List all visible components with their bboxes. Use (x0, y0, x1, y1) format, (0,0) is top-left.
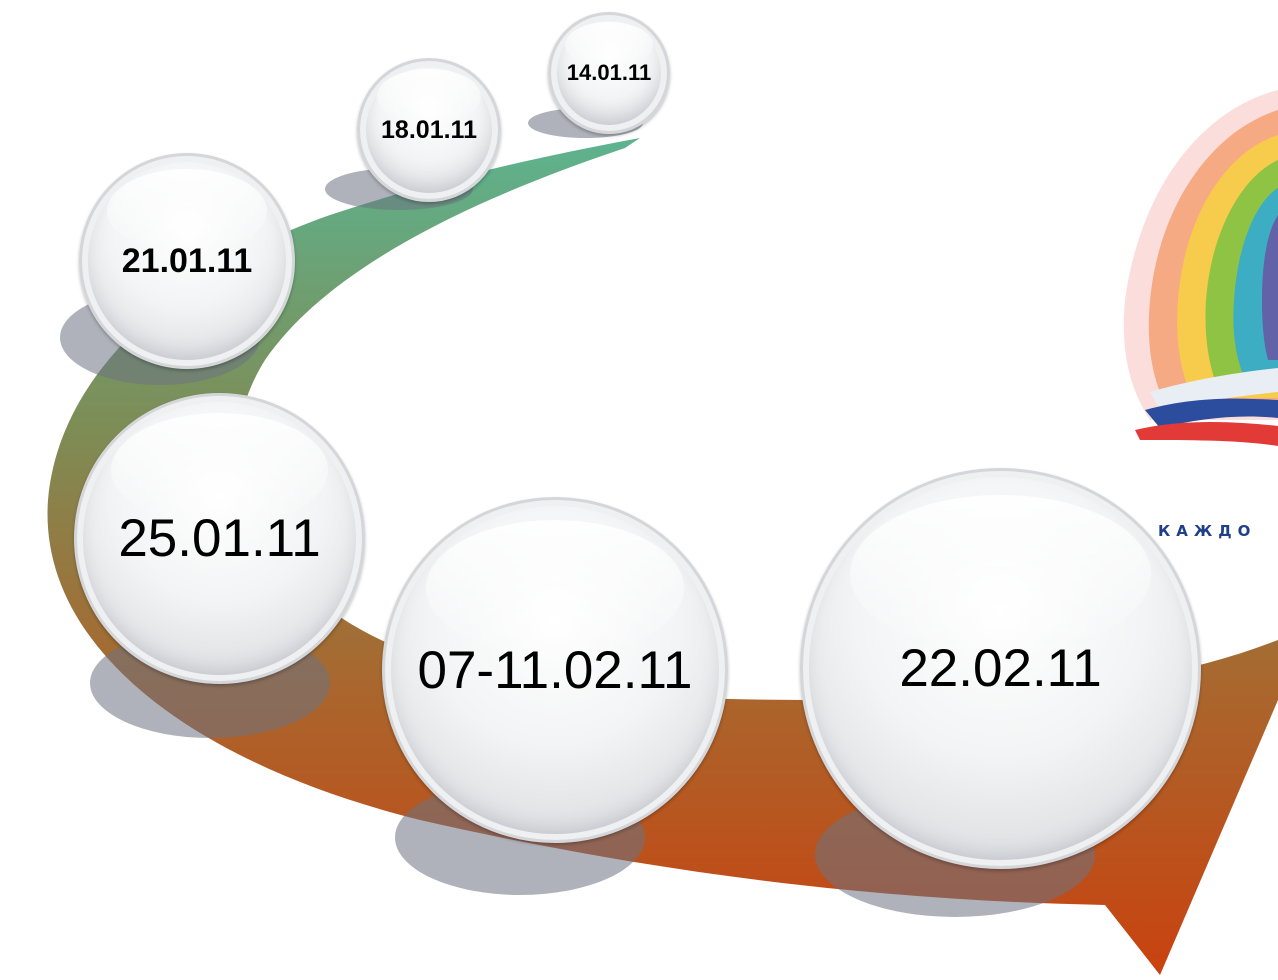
timeline-node-date: 07-11.02.11 (417, 640, 693, 700)
timeline-node-4: 25.01.11 (74, 393, 365, 684)
timeline-node-date: 22.02.11 (899, 639, 1102, 698)
timeline-node-5: 07-11.02.11 (382, 497, 728, 843)
timeline-node-date: 21.01.11 (121, 241, 253, 280)
timeline-node-6: 22.02.11 (800, 468, 1201, 869)
logo-tagline: КАЖДО (1158, 522, 1257, 540)
timeline-node-date: 14.01.11 (566, 60, 652, 85)
timeline-node-date: 25.01.11 (118, 509, 321, 568)
timeline-node-1: 14.01.11 (548, 12, 670, 134)
timeline-node-2: 18.01.11 (357, 58, 501, 202)
rainbow-logo-icon (1123, 90, 1278, 446)
timeline-node-3: 21.01.11 (79, 153, 295, 369)
timeline-node-date: 18.01.11 (381, 115, 477, 144)
